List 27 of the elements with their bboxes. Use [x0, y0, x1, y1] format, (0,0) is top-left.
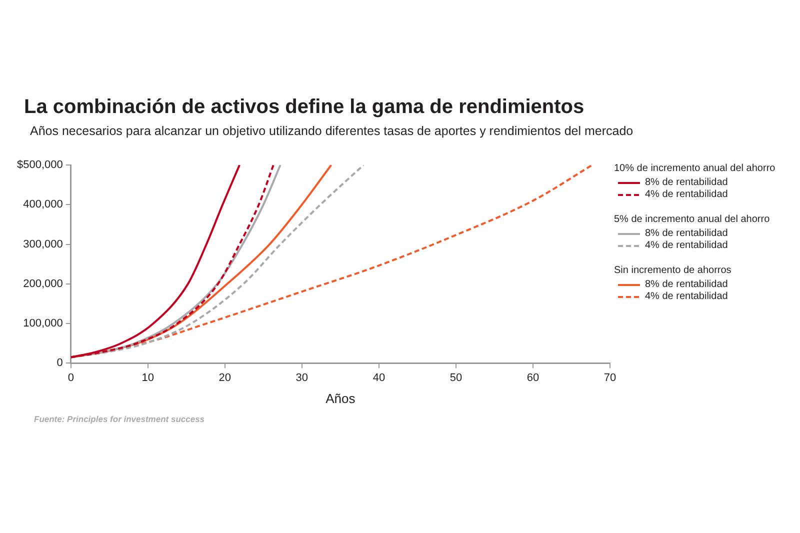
x-tick-label: 60	[526, 372, 540, 384]
legend-label: 4% de rentabilidad	[645, 240, 728, 251]
text: 5% de incremento anual del ahorro	[614, 214, 771, 225]
x-axis-title: Años	[326, 390, 356, 406]
x-tick-label: 30	[296, 372, 308, 384]
y-tick-label: $500,000	[16, 159, 63, 172]
legend-label: 8% de rentabilidad	[645, 228, 728, 239]
x-tick-label: 10	[142, 372, 154, 384]
y-tick-label: 100,000	[23, 318, 63, 330]
y-tick-label: 200,000	[23, 278, 63, 290]
legend-label: 8% de rentabilidad	[645, 279, 728, 290]
chart-title: La combinación de activos define la gama de rendimientos	[24, 96, 584, 119]
text: Sin incremento de ahorros	[614, 265, 732, 276]
x-tick-label: 0	[68, 372, 74, 384]
text: 10% de incremento anual del ahorro	[614, 163, 776, 174]
x-tick-label: 40	[372, 372, 386, 384]
legend-label: 4% de rentabilidad	[645, 291, 728, 302]
source-note: Fuente: Principles for investment success	[34, 414, 205, 424]
x-tick-label: 70	[604, 372, 616, 384]
chart-subtitle: Años necesarios para alcanzar un objetivo utilizando diferentes tasas de aportes y rendimientos del mercado	[30, 124, 634, 138]
legend-label: 8% de rentabilidad	[645, 177, 728, 188]
y-tick-label: 0	[56, 357, 63, 370]
y-tick-label: 300,000	[23, 238, 63, 250]
x-tick-label: 20	[218, 372, 232, 384]
x-tick-label: 50	[450, 372, 462, 384]
legend-label: 4% de rentabilidad	[645, 189, 728, 200]
y-tick-label: 400,000	[23, 198, 63, 211]
